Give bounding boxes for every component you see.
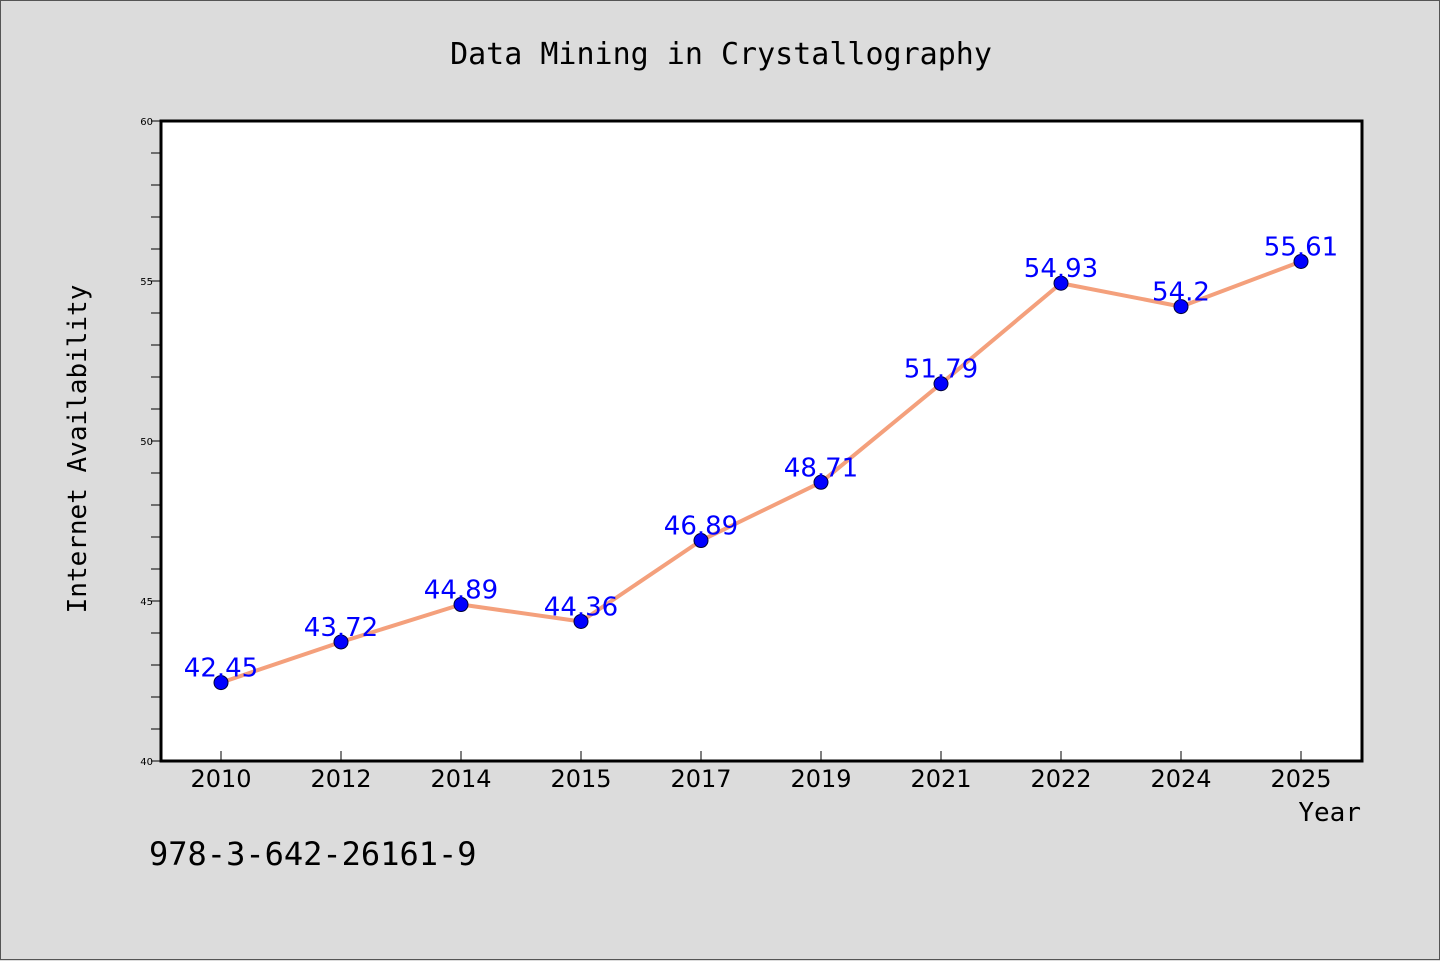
data-point — [933, 376, 949, 392]
y-tick-label: 60 — [140, 117, 153, 128]
y-tick-label: 45 — [140, 597, 153, 608]
data-point — [333, 634, 349, 650]
plot-border — [159, 119, 1364, 763]
data-point — [573, 613, 589, 629]
plot-area — [161, 121, 1362, 761]
series-line — [219, 259, 1303, 685]
x-tick-label: 2021 — [910, 765, 971, 793]
x-tick-label: 2024 — [1150, 765, 1211, 793]
y-tick-label: 55 — [140, 277, 153, 288]
x-tick-label: 2015 — [550, 765, 611, 793]
data-point — [1173, 299, 1189, 315]
data-label: 55.61 — [1264, 232, 1338, 262]
data-label: 54.93 — [1024, 254, 1098, 284]
data-point — [693, 533, 709, 549]
data-label: 54.2 — [1152, 278, 1210, 308]
x-tick-label: 2019 — [790, 765, 851, 793]
y-tick-label: 40 — [140, 757, 153, 768]
data-label: 44.36 — [544, 592, 618, 622]
data-label: 46.89 — [664, 512, 738, 542]
x-axis-label: Year — [1298, 798, 1361, 828]
data-point — [1293, 253, 1309, 269]
data-label: 44.89 — [424, 576, 498, 606]
data-point — [453, 597, 469, 613]
x-tick-label: 2022 — [1030, 765, 1091, 793]
data-label: 48.71 — [784, 453, 858, 483]
data-label: 42.45 — [184, 654, 258, 684]
data-point — [1053, 275, 1069, 291]
x-tick-label: 2025 — [1270, 765, 1331, 793]
data-label: 51.79 — [904, 355, 978, 385]
chart-title: Data Mining in Crystallography — [450, 37, 992, 72]
x-tick-label: 2010 — [190, 765, 251, 793]
y-tick-label: 50 — [140, 437, 153, 448]
footer-code: 978-3-642-26161-9 — [149, 835, 477, 873]
data-markers — [213, 253, 1309, 691]
y-axis-label: Internet Availability — [63, 285, 93, 614]
x-tick-label: 2017 — [670, 765, 731, 793]
x-tick-label: 2014 — [430, 765, 491, 793]
data-point — [813, 474, 829, 490]
y-axis-ticks: 40 45 50 55 60 — [140, 117, 161, 768]
x-axis-ticks: 2010 2012 2014 2015 2017 2019 2021 2022 2024 2025 — [190, 751, 1332, 793]
data-labels: 42.45 43.72 44.89 44.36 46.89 48.71 51.79 54.93… — [184, 232, 1338, 683]
x-tick-label: 2012 — [310, 765, 371, 793]
data-point — [213, 675, 229, 691]
data-label: 43.72 — [304, 613, 378, 643]
